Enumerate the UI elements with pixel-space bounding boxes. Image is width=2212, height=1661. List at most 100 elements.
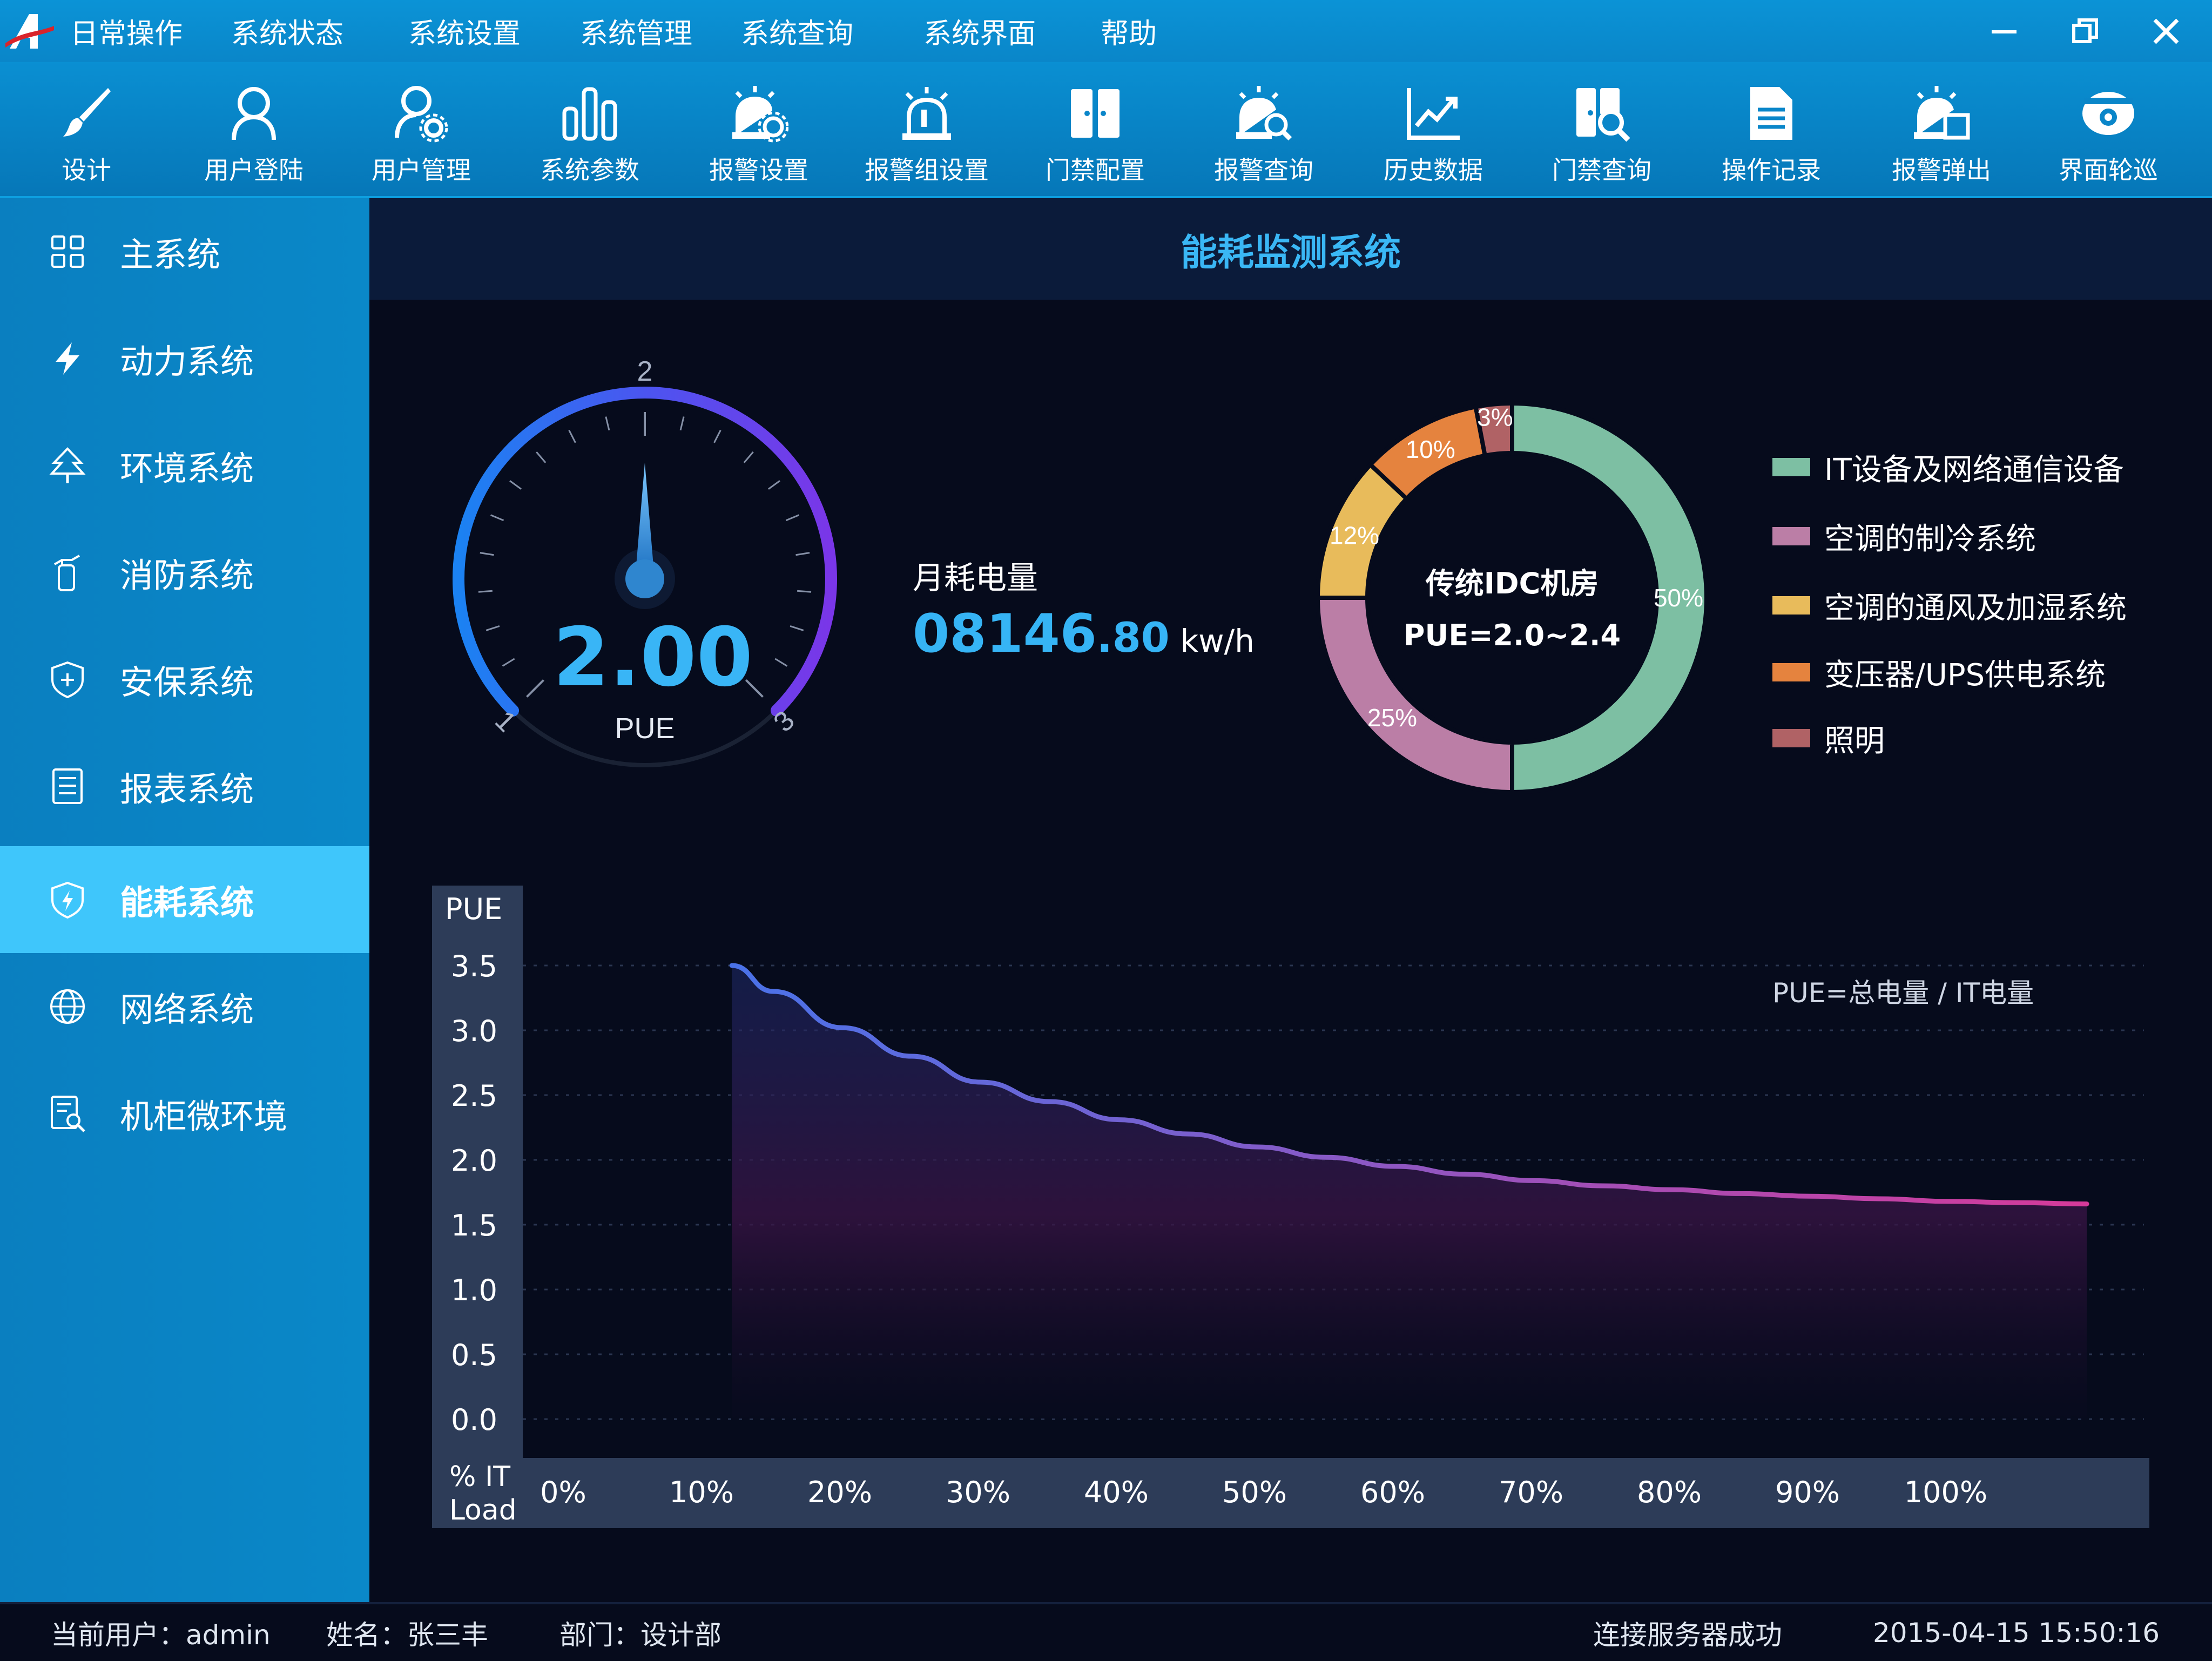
sidebar-item-label: 安保系统 bbox=[120, 663, 254, 702]
history-chart-icon bbox=[1407, 88, 1460, 140]
tool-alarm-query-label: 报警查询 bbox=[1214, 156, 1313, 185]
globe-icon bbox=[50, 989, 85, 1024]
tool-system-params-label: 系统参数 bbox=[540, 156, 639, 185]
energy-value-integer: 08146 bbox=[913, 603, 1097, 665]
gauge-tick bbox=[568, 429, 576, 443]
y-tick-label: 3.5 bbox=[451, 949, 497, 983]
donut-segment bbox=[1510, 401, 1709, 795]
menu-system-status[interactable]: 系统状态 bbox=[231, 18, 344, 50]
tool-ui-patrol-button[interactable]: 界面轮巡 bbox=[2033, 78, 2184, 197]
legend-item: 空调的通风及加湿系统 bbox=[1772, 584, 2127, 627]
status-datetime: 2015-04-15 15:50:16 bbox=[1873, 1617, 2160, 1649]
tool-door-config-button[interactable]: 门禁配置 bbox=[1020, 78, 1171, 197]
tool-alarm-group-label: 报警组设置 bbox=[865, 156, 989, 185]
pue-formula: PUE=总电量 / IT电量 bbox=[1772, 977, 2034, 1009]
sidebar-item-security-system[interactable]: 安保系统 bbox=[0, 626, 369, 733]
tool-alarm-group-button[interactable]: 报警组设置 bbox=[851, 78, 1002, 197]
energy-label: 月耗电量 bbox=[913, 559, 1038, 596]
gauge-tick bbox=[485, 625, 500, 631]
sidebar-item-energy-system[interactable]: 能耗系统 bbox=[0, 846, 369, 953]
sidebar-item-cabinet-environment[interactable]: 机柜微环境 bbox=[0, 1060, 369, 1167]
close-button[interactable] bbox=[2142, 7, 2190, 56]
menu-help[interactable]: 帮助 bbox=[1101, 18, 1157, 50]
tool-user-management-button[interactable]: 用户管理 bbox=[346, 78, 497, 197]
menu-system-ui[interactable]: 系统界面 bbox=[923, 18, 1036, 50]
menu-system-query[interactable]: 系统查询 bbox=[741, 18, 854, 50]
sidebar-item-power-system[interactable]: 动力系统 bbox=[0, 305, 369, 412]
legend-swatch bbox=[1772, 663, 1810, 681]
tool-design-button[interactable]: 设计 bbox=[11, 78, 162, 197]
menu-daily-ops[interactable]: 日常操作 bbox=[70, 18, 183, 50]
pue-area bbox=[732, 965, 2087, 1419]
user-settings-icon bbox=[395, 86, 448, 143]
tool-alarm-settings-button[interactable]: 报警设置 bbox=[683, 78, 834, 197]
y-tick-label: 0.0 bbox=[451, 1403, 497, 1437]
legend-swatch bbox=[1772, 596, 1810, 615]
sidebar-item-fire-system[interactable]: 消防系统 bbox=[0, 519, 369, 626]
user-icon bbox=[232, 87, 276, 140]
lightning-icon bbox=[56, 342, 79, 375]
tool-alarm-query-button[interactable]: 报警查询 bbox=[1188, 78, 1339, 197]
gauge-tick bbox=[502, 658, 515, 667]
minimize-button[interactable] bbox=[1980, 7, 2028, 56]
gauge-arc bbox=[453, 387, 837, 767]
grid-icon bbox=[51, 235, 84, 268]
restore-button[interactable] bbox=[2061, 7, 2109, 56]
toolbar: 设计 用户登陆 用户管理 系统参数 bbox=[0, 62, 2212, 198]
legend-label: 空调的通风及加湿系统 bbox=[1824, 590, 2127, 626]
document-icon bbox=[1750, 87, 1792, 140]
sidebar-item-report-system[interactable]: 报表系统 bbox=[0, 733, 369, 840]
x-axis-label-line2: Load bbox=[449, 1494, 517, 1527]
donut-segment-label: 25% bbox=[1367, 704, 1417, 732]
close-icon bbox=[2153, 18, 2179, 44]
x-axis-label-line1: % IT bbox=[449, 1461, 510, 1493]
y-tick-label: 2.0 bbox=[451, 1144, 497, 1178]
gauge-tick bbox=[509, 480, 522, 490]
y-tick-label: 1.5 bbox=[451, 1208, 497, 1243]
status-bar: 当前用户：admin 姓名：张三丰 部门：设计部 连接服务器成功 2015-04… bbox=[0, 1602, 2212, 1659]
gauge-tick bbox=[743, 451, 754, 463]
sidebar-item-main-system[interactable]: 主系统 bbox=[0, 198, 369, 305]
energy-unit: kw/h bbox=[1180, 623, 1255, 659]
x-tick-label: 60% bbox=[1360, 1475, 1425, 1509]
menu-system-management[interactable]: 系统管理 bbox=[580, 18, 693, 50]
gauge-ticks bbox=[478, 412, 812, 698]
pue-gauge: 1 2 3 2.00 PUE bbox=[453, 360, 837, 767]
tool-history-data-button[interactable]: 历史数据 bbox=[1358, 78, 1509, 197]
legend-label: 变压器/UPS供电系统 bbox=[1824, 657, 2106, 693]
tool-ui-patrol-label: 界面轮巡 bbox=[2059, 156, 2158, 185]
x-tick-label: 100% bbox=[1904, 1475, 1987, 1509]
tool-operation-log-button[interactable]: 操作记录 bbox=[1696, 78, 1847, 197]
tool-alarm-popup-label: 报警弹出 bbox=[1892, 156, 1991, 185]
gauge-tick bbox=[713, 429, 721, 443]
tool-history-data-label: 历史数据 bbox=[1384, 156, 1483, 185]
sidebar-item-environment-system[interactable]: 环境系统 bbox=[0, 412, 369, 519]
tool-alarm-popup-button[interactable]: 报警弹出 bbox=[1866, 78, 2017, 197]
legend-label: IT设备及网络通信设备 bbox=[1824, 452, 2124, 488]
shield-plus-icon bbox=[51, 661, 84, 698]
gauge-tick bbox=[797, 590, 812, 593]
gauge-tick bbox=[679, 416, 685, 431]
sidebar-item-network-system[interactable]: 网络系统 bbox=[0, 953, 369, 1060]
status-user-name: 姓名：张三丰 bbox=[326, 1619, 488, 1651]
monthly-energy: 月耗电量 08146.80 kw/h bbox=[913, 552, 1255, 665]
gauge-tick bbox=[605, 416, 610, 431]
sidebar-item-label: 消防系统 bbox=[120, 556, 254, 595]
sidebar: 主系统 动力系统 环境系统 消防系统 bbox=[0, 198, 369, 1602]
sidebar-item-label: 报表系统 bbox=[120, 769, 254, 809]
x-tick-label: 80% bbox=[1637, 1475, 1702, 1509]
pue-load-chart: PUE % IT Load 3.5 3.0 2.5 2.0 1.5 1.0 0.5 0.0 0… bbox=[432, 886, 2149, 1528]
main-title-bar: 能耗监测系统 bbox=[369, 198, 2212, 300]
restore-icon bbox=[2072, 18, 2098, 43]
tool-door-query-button[interactable]: 门禁查询 bbox=[1526, 78, 1677, 197]
legend-item: IT设备及网络通信设备 bbox=[1772, 445, 2124, 489]
page-title: 能耗监测系统 bbox=[1180, 231, 1401, 274]
gauge-tick bbox=[490, 514, 504, 522]
gauge-tick bbox=[768, 480, 780, 490]
gauge-tick bbox=[790, 625, 804, 631]
gauge-tick bbox=[536, 451, 547, 463]
menu-system-settings[interactable]: 系统设置 bbox=[408, 18, 521, 50]
gauge-tick bbox=[774, 658, 788, 667]
tool-system-params-button[interactable]: 系统参数 bbox=[514, 78, 665, 197]
tool-user-login-button[interactable]: 用户登陆 bbox=[178, 78, 329, 197]
